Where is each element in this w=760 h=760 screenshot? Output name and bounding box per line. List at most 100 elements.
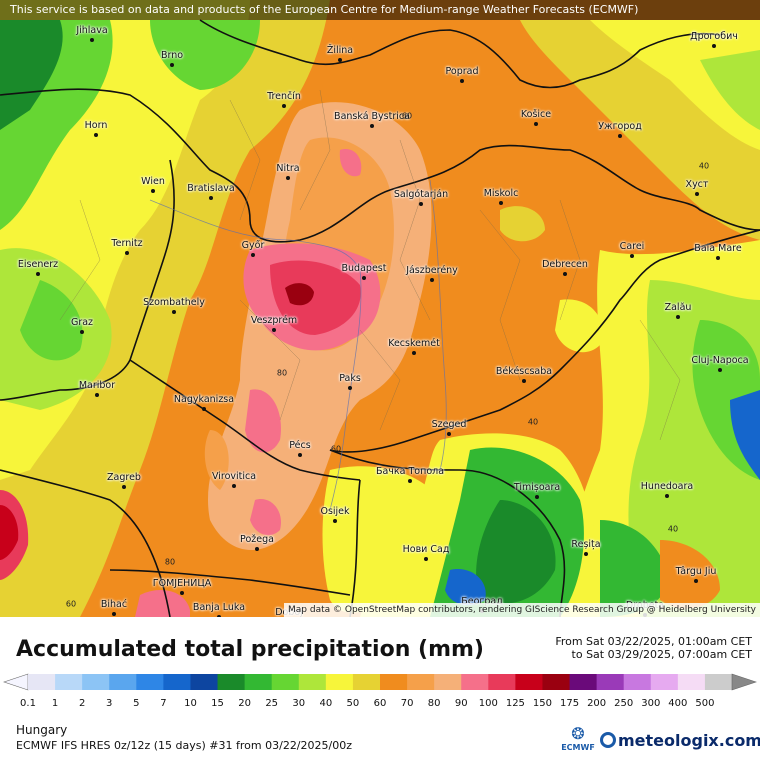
city-label: Târgu Jiu bbox=[675, 566, 717, 577]
city-marker bbox=[695, 192, 699, 196]
city-label: Београд bbox=[461, 596, 503, 607]
city-marker bbox=[202, 407, 206, 411]
city-marker bbox=[563, 272, 567, 276]
date-to: to Sat 03/29/2025, 07:00am CET bbox=[571, 648, 752, 661]
city-marker bbox=[676, 315, 680, 319]
city-label: Budapest bbox=[341, 263, 387, 274]
city-marker bbox=[370, 124, 374, 128]
city-marker bbox=[362, 276, 366, 280]
legend-tick-label: 150 bbox=[533, 698, 552, 709]
city-label: Timișoara bbox=[513, 482, 561, 493]
contour-value-label: 60 bbox=[65, 599, 77, 609]
date-from: From Sat 03/22/2025, 01:00am CET bbox=[555, 635, 752, 648]
legend-swatch bbox=[163, 674, 191, 690]
city-marker bbox=[217, 615, 221, 617]
legend-swatch bbox=[461, 674, 489, 690]
legend-swatch bbox=[596, 674, 625, 690]
city-label: Veszprém bbox=[250, 315, 298, 326]
city-label: Pécs bbox=[289, 440, 311, 451]
city-label: Nitra bbox=[276, 163, 300, 174]
city-marker bbox=[36, 272, 40, 276]
city-marker bbox=[665, 494, 669, 498]
city-marker bbox=[112, 612, 116, 616]
city-label: Nagykanizsa bbox=[173, 394, 235, 405]
legend-swatch bbox=[515, 674, 543, 690]
city-label: Eisenerz bbox=[17, 259, 59, 270]
city-label: Košice bbox=[520, 109, 552, 120]
legend-swatch bbox=[82, 674, 110, 690]
legend-swatch bbox=[569, 674, 598, 690]
contour-value-label: 80 bbox=[276, 368, 288, 378]
city-marker bbox=[718, 368, 722, 372]
meteologix-logo[interactable]: meteologix.com bbox=[600, 731, 760, 750]
legend-tick-label: 10 bbox=[184, 698, 197, 709]
legend-swatch bbox=[109, 674, 137, 690]
legend-tick-label: 7 bbox=[160, 698, 166, 709]
city-marker bbox=[282, 104, 286, 108]
city-label: Trenčín bbox=[267, 91, 301, 102]
legend-tick-label: 70 bbox=[401, 698, 414, 709]
city-label: Debrecen bbox=[542, 259, 588, 270]
precipitation-map[interactable]: Jihlava Brno Žilina Poprad Дрогобич Trenčín Ba… bbox=[0, 0, 760, 617]
city-label: Ternitz bbox=[111, 238, 143, 249]
city-label: Banja Luka bbox=[192, 602, 246, 613]
legend-tick-label: 0.1 bbox=[20, 698, 36, 709]
city-label: Нови Сад bbox=[402, 544, 450, 555]
contour-value-label: 80 bbox=[164, 557, 176, 567]
city-label: Maribor bbox=[78, 380, 116, 391]
city-marker bbox=[255, 547, 259, 551]
city-marker bbox=[209, 196, 213, 200]
legend-swatch bbox=[190, 674, 219, 690]
legend-swatch bbox=[704, 674, 733, 690]
city-label: Jihlava bbox=[76, 25, 108, 36]
precipitation-field bbox=[0, 0, 760, 617]
city-label: Baia Mare bbox=[694, 243, 742, 254]
legend-swatch bbox=[55, 674, 83, 690]
city-marker bbox=[535, 495, 539, 499]
legend-swatch bbox=[488, 674, 516, 690]
region-name: Hungary bbox=[16, 723, 68, 737]
legend-swatch bbox=[542, 674, 571, 690]
precipitation-legend: 0.1 1 2 3 5 7 10 15 20 25 30 40 50 60 70 80 90 100 125 150 1… bbox=[3, 673, 757, 709]
map-footer: Accumulated total precipitation (mm) Fro… bbox=[0, 617, 760, 760]
city-label: Hunedoara bbox=[640, 481, 694, 492]
legend-swatch bbox=[136, 674, 164, 690]
legend-tick-label: 60 bbox=[374, 698, 387, 709]
map-attribution[interactable]: Map data © OpenStreetMap contributors, r… bbox=[284, 603, 760, 617]
ecmwf-logo[interactable]: ❂ ECMWF bbox=[560, 725, 596, 759]
city-label: Jászberény bbox=[406, 265, 458, 276]
city-label: Poprad bbox=[445, 66, 479, 77]
brand-name: meteologix.com bbox=[618, 731, 760, 750]
city-marker bbox=[712, 44, 716, 48]
city-label: Virovitica bbox=[211, 471, 257, 482]
city-marker bbox=[412, 351, 416, 355]
city-marker bbox=[584, 552, 588, 556]
city-marker bbox=[534, 122, 538, 126]
legend-tick-label: 100 bbox=[479, 698, 498, 709]
city-marker bbox=[333, 519, 337, 523]
legend-tick-label: 25 bbox=[265, 698, 278, 709]
city-label: Horn bbox=[84, 120, 108, 131]
city-label: Požega bbox=[240, 534, 274, 545]
city-marker bbox=[419, 202, 423, 206]
legend-swatch bbox=[271, 674, 300, 690]
legend-tick-label: 40 bbox=[319, 698, 332, 709]
ecmwf-icon: ❂ bbox=[571, 724, 585, 743]
city-marker bbox=[80, 330, 84, 334]
city-marker bbox=[424, 557, 428, 561]
legend-swatch bbox=[244, 674, 273, 690]
city-marker bbox=[338, 58, 342, 62]
city-marker bbox=[172, 310, 176, 314]
city-label: Paks bbox=[339, 373, 361, 384]
legend-tick-label: 125 bbox=[506, 698, 525, 709]
city-label: Дрогобич bbox=[690, 31, 738, 42]
legend-tick-label: 5 bbox=[133, 698, 139, 709]
legend-tick-label: 250 bbox=[614, 698, 633, 709]
city-label: Zalău bbox=[664, 302, 692, 313]
city-label: Reșița bbox=[571, 539, 601, 550]
legend-max-arrow bbox=[731, 673, 757, 691]
legend-swatch bbox=[28, 674, 56, 690]
city-marker bbox=[522, 379, 526, 383]
legend-tick-label: 15 bbox=[211, 698, 224, 709]
contour-value-label: 40 bbox=[667, 524, 679, 534]
